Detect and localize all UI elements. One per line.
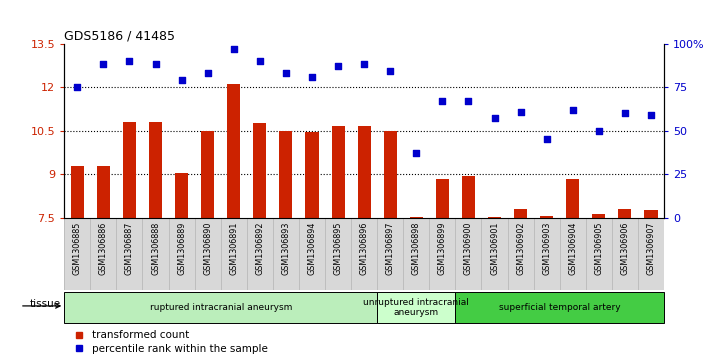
Bar xyxy=(175,173,188,218)
Point xyxy=(593,128,605,134)
Text: GSM1306888: GSM1306888 xyxy=(151,221,160,275)
Text: GSM1306899: GSM1306899 xyxy=(438,221,447,275)
Text: GSM1306895: GSM1306895 xyxy=(333,221,343,275)
Text: GSM1306901: GSM1306901 xyxy=(490,221,499,275)
Point xyxy=(489,115,501,121)
Point xyxy=(71,84,83,90)
Bar xyxy=(383,131,397,218)
Bar xyxy=(306,131,318,218)
Point xyxy=(463,98,474,104)
Text: GSM1306905: GSM1306905 xyxy=(594,221,603,275)
Bar xyxy=(97,166,110,218)
Text: superficial temporal artery: superficial temporal artery xyxy=(499,303,620,312)
Text: GSM1306906: GSM1306906 xyxy=(620,221,630,275)
Text: GSM1306904: GSM1306904 xyxy=(568,221,577,275)
Text: unruptured intracranial
aneurysm: unruptured intracranial aneurysm xyxy=(363,298,469,317)
Bar xyxy=(253,123,266,218)
Text: GSM1306891: GSM1306891 xyxy=(229,221,238,275)
Point xyxy=(358,62,370,68)
Text: tissue: tissue xyxy=(29,299,61,309)
Bar xyxy=(514,209,527,218)
Text: GSM1306907: GSM1306907 xyxy=(646,221,655,275)
Bar xyxy=(462,176,475,218)
Bar xyxy=(436,179,449,218)
Bar xyxy=(645,210,658,218)
Bar xyxy=(279,131,293,218)
Text: GSM1306896: GSM1306896 xyxy=(360,221,368,275)
Text: GSM1306894: GSM1306894 xyxy=(308,221,316,275)
Bar xyxy=(618,208,631,218)
Bar xyxy=(593,214,605,218)
Text: GSM1306886: GSM1306886 xyxy=(99,221,108,275)
Point xyxy=(228,46,239,52)
Bar xyxy=(566,179,579,218)
Bar xyxy=(149,122,162,218)
Text: GSM1306897: GSM1306897 xyxy=(386,221,395,275)
Text: GSM1306885: GSM1306885 xyxy=(73,221,82,275)
Point xyxy=(306,74,318,79)
Text: GSM1306887: GSM1306887 xyxy=(125,221,134,275)
Text: GDS5186 / 41485: GDS5186 / 41485 xyxy=(64,29,175,42)
Bar xyxy=(64,292,377,323)
Point xyxy=(437,98,448,104)
Point xyxy=(541,136,553,142)
Point xyxy=(124,58,135,64)
Point xyxy=(150,62,161,68)
Point xyxy=(411,150,422,156)
Point xyxy=(567,107,578,113)
Point xyxy=(254,58,266,64)
Bar xyxy=(358,126,371,218)
Point xyxy=(176,77,187,83)
Point xyxy=(645,112,657,118)
Bar xyxy=(456,292,664,323)
Point xyxy=(385,69,396,74)
Bar xyxy=(123,122,136,218)
Point xyxy=(515,109,526,114)
Bar xyxy=(540,216,553,218)
Point xyxy=(619,110,630,116)
Bar xyxy=(201,131,214,218)
Text: GSM1306890: GSM1306890 xyxy=(203,221,212,275)
Bar xyxy=(331,126,345,218)
Point xyxy=(202,70,213,76)
Point xyxy=(280,70,291,76)
Text: GSM1306900: GSM1306900 xyxy=(464,221,473,275)
Bar xyxy=(227,84,241,218)
Bar xyxy=(488,217,501,218)
Text: GSM1306898: GSM1306898 xyxy=(412,221,421,275)
Point xyxy=(332,63,343,69)
Bar xyxy=(71,166,84,218)
Legend: transformed count, percentile rank within the sample: transformed count, percentile rank withi… xyxy=(69,326,273,358)
Text: GSM1306892: GSM1306892 xyxy=(256,221,264,275)
Point xyxy=(98,62,109,68)
Text: GSM1306903: GSM1306903 xyxy=(542,221,551,275)
Text: ruptured intracranial aneurysm: ruptured intracranial aneurysm xyxy=(149,303,292,312)
Text: GSM1306893: GSM1306893 xyxy=(281,221,291,275)
Text: GSM1306902: GSM1306902 xyxy=(516,221,525,275)
Bar xyxy=(410,217,423,218)
Text: GSM1306889: GSM1306889 xyxy=(177,221,186,275)
Bar xyxy=(377,292,456,323)
